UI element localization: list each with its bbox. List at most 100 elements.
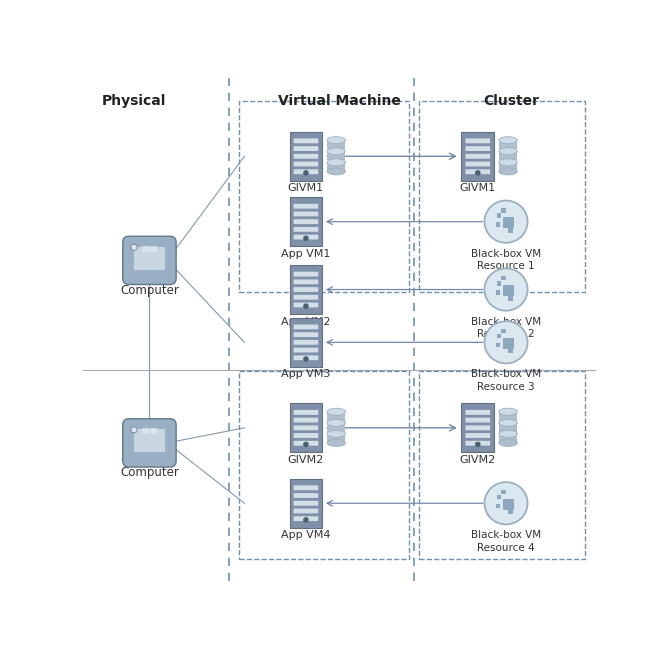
Ellipse shape bbox=[327, 430, 346, 438]
Ellipse shape bbox=[327, 136, 346, 144]
FancyBboxPatch shape bbox=[294, 493, 318, 498]
FancyBboxPatch shape bbox=[499, 412, 517, 421]
Bar bbox=[239, 101, 408, 292]
FancyBboxPatch shape bbox=[465, 418, 490, 422]
Bar bbox=[239, 371, 408, 558]
Text: App VM4: App VM4 bbox=[281, 530, 331, 541]
FancyBboxPatch shape bbox=[461, 403, 495, 453]
FancyBboxPatch shape bbox=[294, 279, 318, 284]
FancyBboxPatch shape bbox=[142, 428, 150, 434]
Circle shape bbox=[485, 200, 528, 243]
FancyBboxPatch shape bbox=[496, 495, 501, 499]
FancyBboxPatch shape bbox=[496, 222, 500, 227]
FancyBboxPatch shape bbox=[294, 302, 318, 308]
Ellipse shape bbox=[499, 408, 517, 415]
FancyBboxPatch shape bbox=[465, 138, 490, 143]
Text: Black-box VM
Resource 4: Black-box VM Resource 4 bbox=[471, 530, 541, 553]
FancyBboxPatch shape bbox=[294, 212, 318, 216]
FancyBboxPatch shape bbox=[150, 246, 157, 252]
Circle shape bbox=[475, 441, 481, 447]
Circle shape bbox=[303, 517, 308, 522]
Ellipse shape bbox=[499, 419, 517, 426]
Ellipse shape bbox=[499, 430, 517, 438]
FancyBboxPatch shape bbox=[150, 428, 157, 434]
FancyBboxPatch shape bbox=[289, 197, 322, 246]
FancyBboxPatch shape bbox=[294, 332, 318, 337]
FancyBboxPatch shape bbox=[294, 418, 318, 422]
FancyBboxPatch shape bbox=[499, 422, 517, 432]
FancyBboxPatch shape bbox=[289, 132, 322, 181]
Ellipse shape bbox=[327, 419, 346, 426]
FancyBboxPatch shape bbox=[327, 412, 346, 421]
FancyBboxPatch shape bbox=[465, 410, 490, 415]
Text: Physical: Physical bbox=[102, 95, 166, 108]
FancyBboxPatch shape bbox=[134, 247, 166, 270]
Text: Black-box VM
Resource 2: Black-box VM Resource 2 bbox=[471, 317, 541, 339]
FancyBboxPatch shape bbox=[499, 163, 517, 171]
Bar bbox=[419, 371, 585, 558]
FancyBboxPatch shape bbox=[327, 151, 346, 161]
FancyBboxPatch shape bbox=[465, 425, 490, 430]
FancyBboxPatch shape bbox=[496, 503, 500, 508]
FancyBboxPatch shape bbox=[496, 343, 500, 347]
Text: Black-box VM
Resource 1: Black-box VM Resource 1 bbox=[471, 249, 541, 271]
FancyBboxPatch shape bbox=[289, 403, 322, 453]
FancyBboxPatch shape bbox=[327, 422, 346, 432]
Text: Computer: Computer bbox=[120, 466, 179, 479]
Text: GIVM1: GIVM1 bbox=[459, 183, 496, 193]
Text: App VM1: App VM1 bbox=[281, 249, 330, 259]
FancyBboxPatch shape bbox=[465, 161, 490, 167]
FancyBboxPatch shape bbox=[294, 517, 318, 521]
FancyBboxPatch shape bbox=[289, 318, 322, 367]
FancyBboxPatch shape bbox=[294, 485, 318, 490]
FancyBboxPatch shape bbox=[294, 169, 318, 174]
FancyBboxPatch shape bbox=[294, 154, 318, 159]
FancyBboxPatch shape bbox=[294, 227, 318, 232]
FancyBboxPatch shape bbox=[465, 146, 490, 151]
FancyBboxPatch shape bbox=[142, 246, 150, 252]
Ellipse shape bbox=[499, 168, 517, 175]
FancyBboxPatch shape bbox=[327, 163, 346, 171]
FancyBboxPatch shape bbox=[465, 169, 490, 174]
Ellipse shape bbox=[327, 159, 346, 166]
FancyBboxPatch shape bbox=[496, 334, 501, 338]
FancyBboxPatch shape bbox=[294, 295, 318, 300]
FancyBboxPatch shape bbox=[508, 510, 512, 515]
FancyBboxPatch shape bbox=[294, 161, 318, 167]
FancyBboxPatch shape bbox=[294, 146, 318, 151]
Circle shape bbox=[475, 170, 481, 176]
Text: App VM2: App VM2 bbox=[281, 317, 331, 326]
FancyBboxPatch shape bbox=[508, 349, 512, 353]
FancyBboxPatch shape bbox=[294, 340, 318, 345]
Circle shape bbox=[303, 356, 308, 362]
FancyBboxPatch shape bbox=[503, 499, 513, 509]
Text: GIVM1: GIVM1 bbox=[288, 183, 324, 193]
FancyBboxPatch shape bbox=[134, 430, 166, 453]
FancyBboxPatch shape bbox=[294, 425, 318, 430]
FancyBboxPatch shape bbox=[294, 501, 318, 505]
FancyBboxPatch shape bbox=[294, 219, 318, 224]
FancyBboxPatch shape bbox=[499, 434, 517, 443]
Ellipse shape bbox=[327, 439, 346, 447]
FancyBboxPatch shape bbox=[294, 410, 318, 415]
FancyBboxPatch shape bbox=[122, 236, 176, 285]
FancyBboxPatch shape bbox=[327, 434, 346, 443]
FancyBboxPatch shape bbox=[461, 132, 495, 181]
FancyBboxPatch shape bbox=[496, 290, 500, 295]
FancyBboxPatch shape bbox=[294, 287, 318, 292]
FancyBboxPatch shape bbox=[503, 338, 513, 348]
FancyBboxPatch shape bbox=[501, 208, 506, 213]
Text: Computer: Computer bbox=[120, 283, 179, 296]
Circle shape bbox=[303, 441, 308, 447]
Ellipse shape bbox=[499, 439, 517, 447]
Ellipse shape bbox=[499, 148, 517, 155]
FancyBboxPatch shape bbox=[294, 433, 318, 438]
Ellipse shape bbox=[327, 408, 346, 415]
Ellipse shape bbox=[499, 136, 517, 144]
FancyBboxPatch shape bbox=[294, 138, 318, 143]
FancyBboxPatch shape bbox=[499, 140, 517, 150]
FancyBboxPatch shape bbox=[496, 213, 501, 217]
FancyBboxPatch shape bbox=[294, 325, 318, 329]
FancyBboxPatch shape bbox=[289, 265, 322, 314]
Circle shape bbox=[303, 304, 308, 309]
